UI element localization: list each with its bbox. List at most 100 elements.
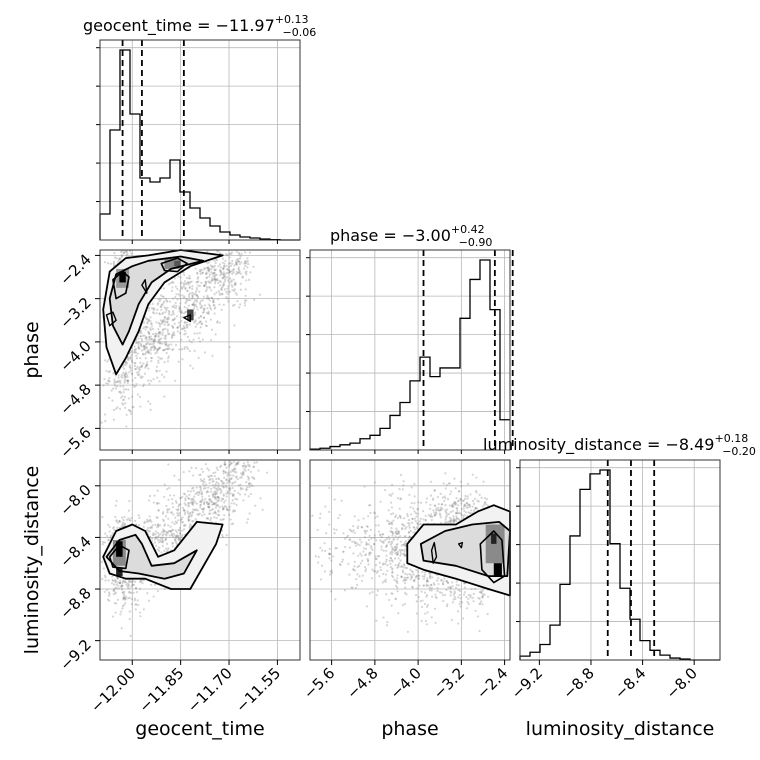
sample-point bbox=[237, 253, 241, 256]
sample-point bbox=[407, 522, 410, 525]
sample-point bbox=[194, 303, 197, 306]
sample-point bbox=[440, 591, 443, 594]
sample-point bbox=[412, 526, 415, 529]
sample-point bbox=[178, 348, 181, 351]
sample-point bbox=[200, 501, 203, 504]
sample-point bbox=[218, 487, 222, 491]
sample-point bbox=[450, 504, 454, 507]
sample-point bbox=[181, 316, 184, 319]
sample-point bbox=[453, 520, 456, 523]
sample-point bbox=[155, 312, 158, 315]
sample-point bbox=[178, 306, 181, 309]
sample-point bbox=[437, 506, 440, 509]
sample-point bbox=[475, 491, 478, 494]
sample-point bbox=[134, 361, 137, 365]
sample-point bbox=[485, 503, 488, 506]
sample-point bbox=[360, 579, 364, 583]
sample-point bbox=[193, 298, 197, 302]
sample-point bbox=[418, 520, 422, 523]
sample-point bbox=[182, 312, 186, 315]
sample-point bbox=[157, 534, 160, 537]
sample-point bbox=[411, 517, 414, 520]
panel-bg-0-0 bbox=[100, 40, 300, 240]
sample-point bbox=[163, 549, 166, 552]
sample-point bbox=[186, 290, 189, 293]
sample-point bbox=[408, 535, 411, 538]
sample-point bbox=[203, 268, 206, 271]
sample-point bbox=[127, 397, 130, 400]
sample-point bbox=[449, 586, 452, 589]
sample-point bbox=[181, 506, 185, 510]
sample-point bbox=[165, 542, 169, 545]
sample-point bbox=[205, 517, 208, 520]
sample-point bbox=[142, 383, 146, 386]
sample-point bbox=[122, 593, 125, 596]
sample-point bbox=[399, 516, 402, 520]
sample-point bbox=[201, 480, 204, 483]
sample-point bbox=[224, 463, 227, 466]
sample-point bbox=[159, 332, 162, 335]
sample-point bbox=[392, 519, 395, 522]
sample-point bbox=[124, 402, 127, 405]
sample-point bbox=[176, 298, 179, 301]
sample-point bbox=[390, 526, 393, 530]
sample-point bbox=[259, 497, 262, 500]
sample-point bbox=[162, 518, 165, 521]
sample-point bbox=[418, 574, 421, 577]
sample-point bbox=[212, 266, 215, 269]
sample-point bbox=[179, 297, 182, 300]
sample-point bbox=[180, 521, 183, 524]
sample-point bbox=[159, 342, 162, 345]
sample-point bbox=[127, 587, 131, 590]
sample-point bbox=[217, 499, 220, 502]
sample-point bbox=[232, 494, 235, 497]
sample-point bbox=[373, 534, 376, 537]
sample-point bbox=[215, 516, 218, 520]
sample-point bbox=[159, 342, 162, 345]
sample-point bbox=[140, 349, 144, 352]
sample-point bbox=[212, 495, 215, 498]
sample-point bbox=[443, 495, 446, 498]
sample-point bbox=[402, 517, 406, 520]
sample-point bbox=[463, 582, 467, 585]
sample-point bbox=[465, 595, 468, 599]
sample-point bbox=[137, 514, 140, 517]
sample-point bbox=[160, 305, 163, 309]
sample-point bbox=[464, 504, 467, 507]
sample-point bbox=[190, 500, 193, 503]
sample-point bbox=[220, 287, 223, 291]
sample-point bbox=[429, 503, 432, 507]
sample-point bbox=[139, 615, 142, 618]
sample-point bbox=[424, 519, 427, 522]
sample-point bbox=[124, 388, 128, 391]
sample-point bbox=[463, 505, 466, 508]
sample-point bbox=[191, 503, 194, 506]
sample-point bbox=[415, 515, 418, 518]
sample-point bbox=[214, 506, 218, 509]
sample-point bbox=[229, 473, 232, 477]
sample-point bbox=[217, 290, 220, 293]
sample-point bbox=[334, 547, 337, 550]
sample-point bbox=[159, 536, 162, 539]
sample-point bbox=[116, 598, 119, 601]
sample-point bbox=[160, 303, 163, 306]
sample-point bbox=[393, 549, 396, 552]
sample-point bbox=[417, 595, 420, 599]
sample-point bbox=[314, 555, 317, 558]
sample-point bbox=[130, 597, 134, 601]
sample-point bbox=[146, 320, 149, 323]
sample-point bbox=[188, 277, 191, 280]
sample-point bbox=[148, 519, 151, 522]
sample-point bbox=[387, 541, 390, 544]
sample-point bbox=[174, 529, 177, 532]
sample-point bbox=[167, 343, 171, 346]
sample-point bbox=[124, 597, 127, 600]
sample-point bbox=[218, 506, 221, 509]
sample-point bbox=[228, 256, 231, 259]
sample-point bbox=[472, 502, 476, 505]
sample-point bbox=[144, 316, 147, 319]
sample-point bbox=[401, 604, 405, 607]
sample-point bbox=[159, 538, 162, 542]
sample-point bbox=[454, 487, 457, 490]
sample-point bbox=[105, 382, 108, 385]
